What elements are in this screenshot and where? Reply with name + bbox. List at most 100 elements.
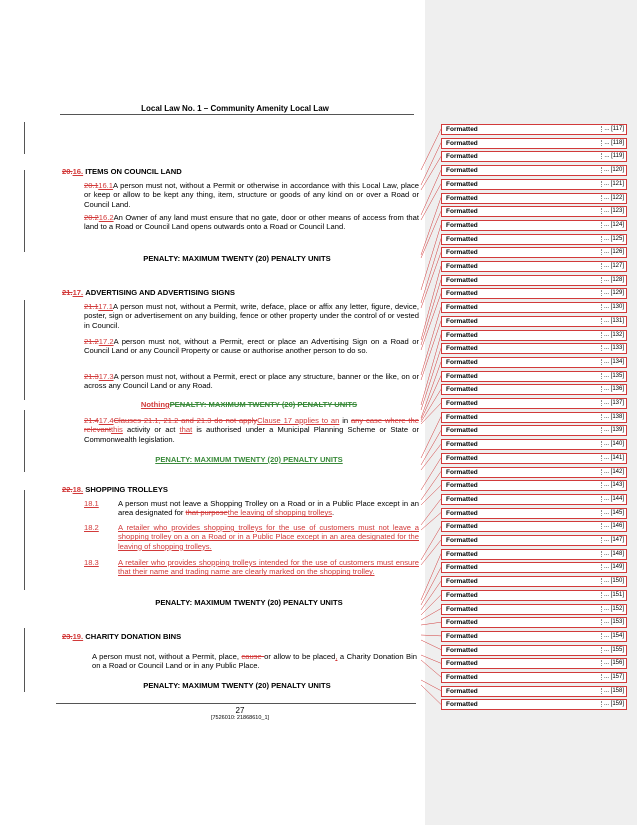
- formatted-comment-balloon[interactable]: Formatted ... [156]: [441, 658, 627, 670]
- balloon-reference[interactable]: ... [134]: [600, 358, 624, 365]
- balloon-reference[interactable]: ... [158]: [600, 687, 624, 694]
- formatted-comment-balloon[interactable]: Formatted ... [126]: [441, 247, 627, 259]
- balloon-reference[interactable]: ... [123]: [600, 208, 624, 215]
- formatted-comment-balloon[interactable]: Formatted ... [121]: [441, 178, 627, 190]
- balloon-reference[interactable]: ... [126]: [600, 249, 624, 256]
- formatted-comment-balloon[interactable]: Formatted ... [134]: [441, 356, 627, 368]
- inserted-text: Nothing: [140, 400, 170, 409]
- change-bar: [24, 170, 25, 252]
- formatted-comment-balloon[interactable]: Formatted ... [127]: [441, 261, 627, 272]
- formatted-comment-balloon[interactable]: Formatted ... [119]: [441, 151, 627, 163]
- balloon-reference[interactable]: ... [149]: [600, 564, 624, 571]
- balloon-reference[interactable]: ... [147]: [600, 537, 624, 543]
- balloon-reference[interactable]: ... [142]: [600, 468, 624, 475]
- balloon-reference[interactable]: ... [131]: [600, 317, 624, 324]
- balloon-reference[interactable]: ... [152]: [600, 605, 624, 612]
- formatted-comment-balloon[interactable]: Formatted ... [129]: [441, 288, 627, 300]
- formatted-comment-balloon[interactable]: Formatted ... [122]: [441, 192, 627, 204]
- balloon-reference[interactable]: ... [124]: [600, 221, 624, 228]
- formatted-comment-balloon[interactable]: Formatted ... [159]: [441, 699, 627, 711]
- formatted-comment-balloon[interactable]: Formatted ... [117]: [441, 124, 627, 135]
- formatted-comment-balloon[interactable]: Formatted ... [146]: [441, 521, 627, 533]
- balloon-reference[interactable]: ... [157]: [600, 674, 624, 680]
- balloon-reference[interactable]: ... [139]: [600, 427, 624, 434]
- formatted-comment-balloon[interactable]: Formatted ... [144]: [441, 493, 627, 505]
- balloon-reference[interactable]: ... [137]: [600, 400, 624, 406]
- formatted-comment-balloon[interactable]: Formatted ... [143]: [441, 480, 627, 492]
- balloon-reference[interactable]: ... [146]: [600, 523, 624, 530]
- balloon-reference[interactable]: ... [155]: [600, 646, 624, 653]
- inserted-number: 19.: [72, 632, 84, 641]
- balloon-reference[interactable]: ... [151]: [600, 591, 624, 598]
- formatted-comment-balloon[interactable]: Formatted ... [155]: [441, 644, 627, 656]
- formatted-comment-balloon[interactable]: Formatted ... [150]: [441, 576, 627, 588]
- formatted-comment-balloon[interactable]: Formatted ... [131]: [441, 315, 627, 327]
- balloon-reference[interactable]: ... [159]: [600, 701, 624, 708]
- inserted-number: 18.3: [84, 558, 99, 567]
- formatted-comment-balloon[interactable]: Formatted ... [138]: [441, 411, 627, 423]
- balloon-reference[interactable]: ... [140]: [600, 441, 624, 448]
- inserted-text: A retailer who provides shopping trolley…: [118, 558, 419, 577]
- formatted-comment-balloon[interactable]: Formatted ... [125]: [441, 233, 627, 245]
- inserted-text: the leaving of shopping trolleys: [227, 508, 333, 518]
- formatted-comment-balloon[interactable]: Formatted ... [120]: [441, 165, 627, 177]
- formatted-comment-balloon[interactable]: Formatted ... [147]: [441, 535, 627, 546]
- formatted-comment-balloon[interactable]: Formatted ... [137]: [441, 398, 627, 409]
- formatted-comment-balloon[interactable]: Formatted ... [157]: [441, 672, 627, 683]
- formatted-comment-balloon[interactable]: Formatted ... [123]: [441, 206, 627, 218]
- inserted-number: 18.1: [84, 499, 99, 508]
- formatted-comment-balloon[interactable]: Formatted ... [154]: [441, 630, 627, 642]
- clause-text: A person must not, without a Permit or o…: [84, 181, 419, 209]
- formatted-comment-balloon[interactable]: Formatted ... [152]: [441, 603, 627, 615]
- formatted-comment-balloon[interactable]: Formatted ... [140]: [441, 439, 627, 451]
- balloon-reference[interactable]: ... [145]: [600, 509, 624, 516]
- balloon-reference[interactable]: ... [130]: [600, 304, 624, 311]
- inserted-number: 17.: [72, 288, 84, 297]
- balloon-reference[interactable]: ... [136]: [600, 386, 624, 393]
- inserted-number: 18.: [72, 485, 84, 494]
- balloon-reference[interactable]: ... [127]: [600, 263, 624, 269]
- formatted-comment-balloon[interactable]: Formatted ... [149]: [441, 562, 627, 574]
- balloon-reference[interactable]: ... [129]: [600, 290, 624, 297]
- balloon-reference[interactable]: ... [118]: [601, 139, 624, 146]
- balloon-reference[interactable]: ... [119]: [601, 153, 624, 160]
- formatted-comment-balloon[interactable]: Formatted ... [151]: [441, 589, 627, 601]
- balloon-reference[interactable]: ... [135]: [600, 372, 624, 379]
- balloon-reference[interactable]: ... [153]: [600, 619, 624, 626]
- balloon-reference[interactable]: ... [125]: [600, 235, 624, 242]
- balloon-reference[interactable]: ... [128]: [600, 276, 624, 283]
- footer-rule: [56, 703, 416, 704]
- clause-text: a Charity Donation Bin on a Road or Coun…: [92, 652, 418, 671]
- formatted-comment-balloon[interactable]: Formatted ... [135]: [441, 370, 627, 382]
- formatted-comment-balloon[interactable]: Formatted ... [124]: [441, 219, 627, 231]
- formatted-comment-balloon[interactable]: Formatted ... [128]: [441, 274, 627, 286]
- balloon-reference[interactable]: ... [120]: [600, 167, 624, 174]
- balloon-reference[interactable]: ... [144]: [600, 495, 624, 502]
- balloon-reference[interactable]: ... [143]: [600, 482, 624, 489]
- balloon-reference[interactable]: ... [122]: [600, 194, 624, 201]
- balloon-reference[interactable]: ... [156]: [600, 660, 624, 667]
- balloon-reference[interactable]: ... [148]: [600, 550, 624, 557]
- formatted-comment-balloon[interactable]: Formatted ... [153]: [441, 617, 627, 629]
- balloon-label: Formatted: [446, 674, 478, 681]
- formatted-comment-balloon[interactable]: Formatted ... [130]: [441, 302, 627, 314]
- balloon-reference[interactable]: ... [121]: [600, 180, 624, 187]
- formatted-comment-balloon[interactable]: Formatted ... [118]: [441, 137, 627, 149]
- formatted-comment-balloon[interactable]: Formatted ... [145]: [441, 507, 627, 519]
- formatted-comment-balloon[interactable]: Formatted ... [148]: [441, 548, 627, 560]
- formatted-comment-balloon[interactable]: Formatted ... [136]: [441, 384, 627, 396]
- balloon-reference[interactable]: ... [141]: [600, 454, 624, 461]
- balloon-reference[interactable]: ... [138]: [600, 413, 624, 420]
- formatted-comment-balloon[interactable]: Formatted ... [132]: [441, 329, 627, 341]
- balloon-reference[interactable]: ... [154]: [600, 632, 624, 639]
- balloon-reference[interactable]: ... [117]: [601, 126, 624, 132]
- balloon-reference[interactable]: ... [150]: [600, 578, 624, 585]
- formatted-comment-balloon[interactable]: Formatted ... [158]: [441, 685, 627, 697]
- balloon-reference[interactable]: ... [133]: [600, 345, 624, 352]
- formatted-comment-balloon[interactable]: Formatted ... [139]: [441, 425, 627, 437]
- formatted-comment-balloon[interactable]: Formatted ... [133]: [441, 343, 627, 355]
- balloon-reference[interactable]: ... [132]: [600, 331, 624, 338]
- inserted-number: 17.1: [98, 302, 113, 311]
- formatted-comment-balloon[interactable]: Formatted ... [142]: [441, 466, 627, 478]
- formatted-comment-balloon[interactable]: Formatted ... [141]: [441, 452, 627, 464]
